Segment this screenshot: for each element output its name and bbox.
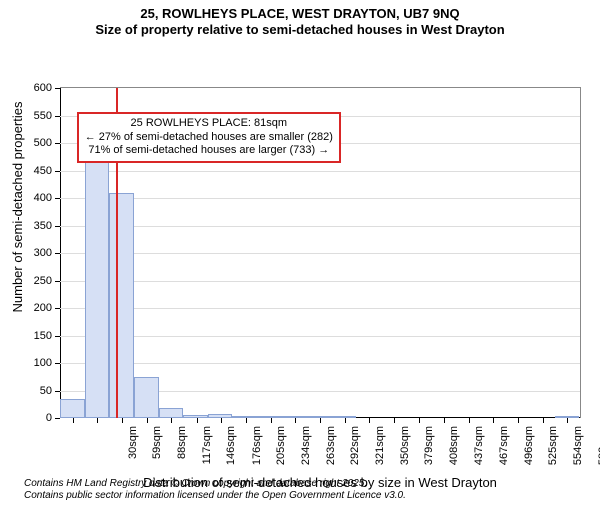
ytick-mark: [55, 88, 60, 89]
ytick-mark: [55, 336, 60, 337]
ytick-mark: [55, 363, 60, 364]
xtick-label: 525sqm: [547, 426, 559, 476]
histogram-bar: [134, 377, 159, 418]
gridline-h: [60, 363, 580, 364]
xtick-mark: [271, 418, 272, 423]
histogram-bar: [306, 416, 331, 418]
title-subtitle: Size of property relative to semi-detach…: [0, 22, 600, 38]
gridline-h: [60, 198, 580, 199]
xtick-label: 59sqm: [151, 426, 163, 476]
xtick-mark: [171, 418, 172, 423]
histogram-bar: [282, 416, 307, 418]
histogram-bar: [60, 399, 85, 418]
histogram-bar: [183, 415, 208, 418]
xtick-mark: [221, 418, 222, 423]
xtick-label: 146sqm: [225, 426, 237, 476]
histogram-bar: [232, 416, 257, 418]
histogram-bar: [159, 408, 184, 418]
ytick-label: 50: [12, 385, 52, 397]
ytick-mark: [55, 391, 60, 392]
xtick-label: 437sqm: [473, 426, 485, 476]
title-address: 25, ROWLHEYS PLACE, WEST DRAYTON, UB7 9N…: [0, 6, 600, 22]
xtick-mark: [567, 418, 568, 423]
annotation-line: ← 27% of semi-detached houses are smalle…: [85, 131, 333, 145]
xtick-mark: [345, 418, 346, 423]
xtick-label: 117sqm: [201, 426, 213, 476]
ytick-mark: [55, 253, 60, 254]
ytick-mark: [55, 226, 60, 227]
xtick-mark: [444, 418, 445, 423]
xtick-mark: [295, 418, 296, 423]
xtick-mark: [518, 418, 519, 423]
ytick-mark: [55, 418, 60, 419]
gridline-h: [60, 171, 580, 172]
histogram-bar: [331, 416, 356, 418]
xtick-mark: [543, 418, 544, 423]
xtick-label: 496sqm: [523, 426, 535, 476]
ytick-mark: [55, 308, 60, 309]
annotation-line: 25 ROWLHEYS PLACE: 81sqm: [85, 117, 333, 131]
ytick-mark: [55, 281, 60, 282]
xtick-label: 583sqm: [597, 426, 600, 476]
xtick-mark: [394, 418, 395, 423]
xtick-label: 379sqm: [423, 426, 435, 476]
xtick-mark: [320, 418, 321, 423]
xtick-mark: [246, 418, 247, 423]
histogram-bar: [208, 414, 233, 418]
xtick-label: 30sqm: [127, 426, 139, 476]
y-axis-title: Number of semi-detached properties: [10, 42, 25, 372]
gridline-h: [60, 226, 580, 227]
ytick-mark: [55, 171, 60, 172]
xtick-label: 554sqm: [572, 426, 584, 476]
annotation-box: 25 ROWLHEYS PLACE: 81sqm← 27% of semi-de…: [77, 112, 341, 163]
footer-attribution: Contains HM Land Registry data © Crown c…: [24, 478, 600, 502]
gridline-h: [60, 253, 580, 254]
histogram-bar: [85, 150, 110, 418]
xtick-mark: [419, 418, 420, 423]
xtick-mark: [73, 418, 74, 423]
gridline-h: [60, 281, 580, 282]
footer-line1: Contains HM Land Registry data © Crown c…: [24, 478, 600, 490]
histogram-bar: [257, 416, 282, 418]
xtick-label: 263sqm: [325, 426, 337, 476]
xtick-mark: [97, 418, 98, 423]
xtick-label: 234sqm: [300, 426, 312, 476]
gridline-h: [60, 308, 580, 309]
ytick-mark: [55, 116, 60, 117]
xtick-mark: [147, 418, 148, 423]
xtick-mark: [469, 418, 470, 423]
xtick-mark: [122, 418, 123, 423]
annotation-line: 71% of semi-detached houses are larger (…: [85, 144, 333, 158]
xtick-mark: [493, 418, 494, 423]
ytick-label: 0: [12, 412, 52, 424]
xtick-label: 408sqm: [448, 426, 460, 476]
xtick-mark: [197, 418, 198, 423]
xtick-label: 205sqm: [275, 426, 287, 476]
xtick-label: 350sqm: [399, 426, 411, 476]
xtick-label: 467sqm: [498, 426, 510, 476]
xtick-label: 292sqm: [349, 426, 361, 476]
ytick-mark: [55, 198, 60, 199]
histogram-bar: [109, 193, 134, 419]
xtick-mark: [369, 418, 370, 423]
footer-line2: Contains public sector information licen…: [24, 490, 600, 502]
ytick-mark: [55, 143, 60, 144]
xtick-label: 321sqm: [374, 426, 386, 476]
xtick-label: 176sqm: [251, 426, 263, 476]
xtick-label: 88sqm: [176, 426, 188, 476]
gridline-h: [60, 336, 580, 337]
